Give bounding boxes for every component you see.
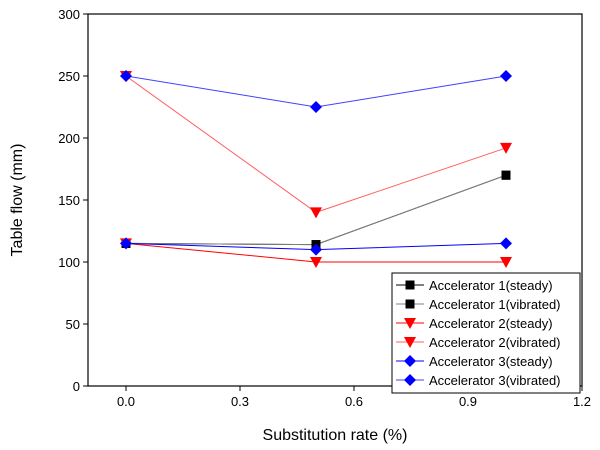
legend-label: Accelerator 2(steady) — [429, 316, 553, 331]
legend-marker — [404, 374, 416, 386]
x-tick-label: 1.2 — [573, 394, 591, 409]
y-tick-label: 150 — [58, 193, 80, 208]
data-point-6 — [500, 70, 512, 82]
y-tick-label: 0 — [73, 379, 80, 394]
data-point-2 — [501, 170, 511, 180]
y-tick-label: 200 — [58, 131, 80, 146]
x-tick-label: 0.9 — [459, 394, 477, 409]
x-tick-label: 0.6 — [345, 394, 363, 409]
legend-label: Accelerator 3(vibrated) — [429, 373, 561, 388]
y-tick-label: 50 — [66, 317, 80, 332]
y-axis-label: Table flow (mm) — [9, 144, 26, 257]
data-point-4 — [500, 142, 512, 154]
data-point-3 — [500, 257, 512, 268]
legend-label: Accelerator 3(steady) — [429, 354, 553, 369]
y-tick-label: 300 — [58, 7, 80, 22]
data-point-5 — [310, 243, 322, 256]
x-tick-label: 0.3 — [231, 394, 249, 409]
data-point-6 — [120, 70, 132, 82]
data-point-5 — [500, 237, 512, 250]
legend-marker — [404, 355, 416, 367]
x-tick-label: 0.0 — [117, 394, 135, 409]
legend-label: Accelerator 1(vibrated) — [429, 297, 561, 312]
legend-label: Accelerator 1(steady) — [429, 278, 553, 293]
legend-box — [391, 272, 581, 394]
legend-marker — [405, 299, 415, 309]
legend-label: Accelerator 2(vibrated) — [429, 335, 561, 350]
data-point-5 — [120, 237, 132, 250]
data-point-6 — [310, 101, 322, 113]
data-point-4 — [310, 207, 322, 219]
series-line-4 — [125, 75, 507, 213]
y-tick-label: 100 — [58, 255, 80, 270]
legend-marker — [404, 318, 416, 329]
legend-marker — [404, 337, 416, 348]
legend-marker — [405, 280, 415, 290]
y-tick-label: 250 — [58, 69, 80, 84]
data-point-3 — [310, 257, 322, 268]
x-axis-label: Substitution rate (%) — [263, 427, 408, 444]
